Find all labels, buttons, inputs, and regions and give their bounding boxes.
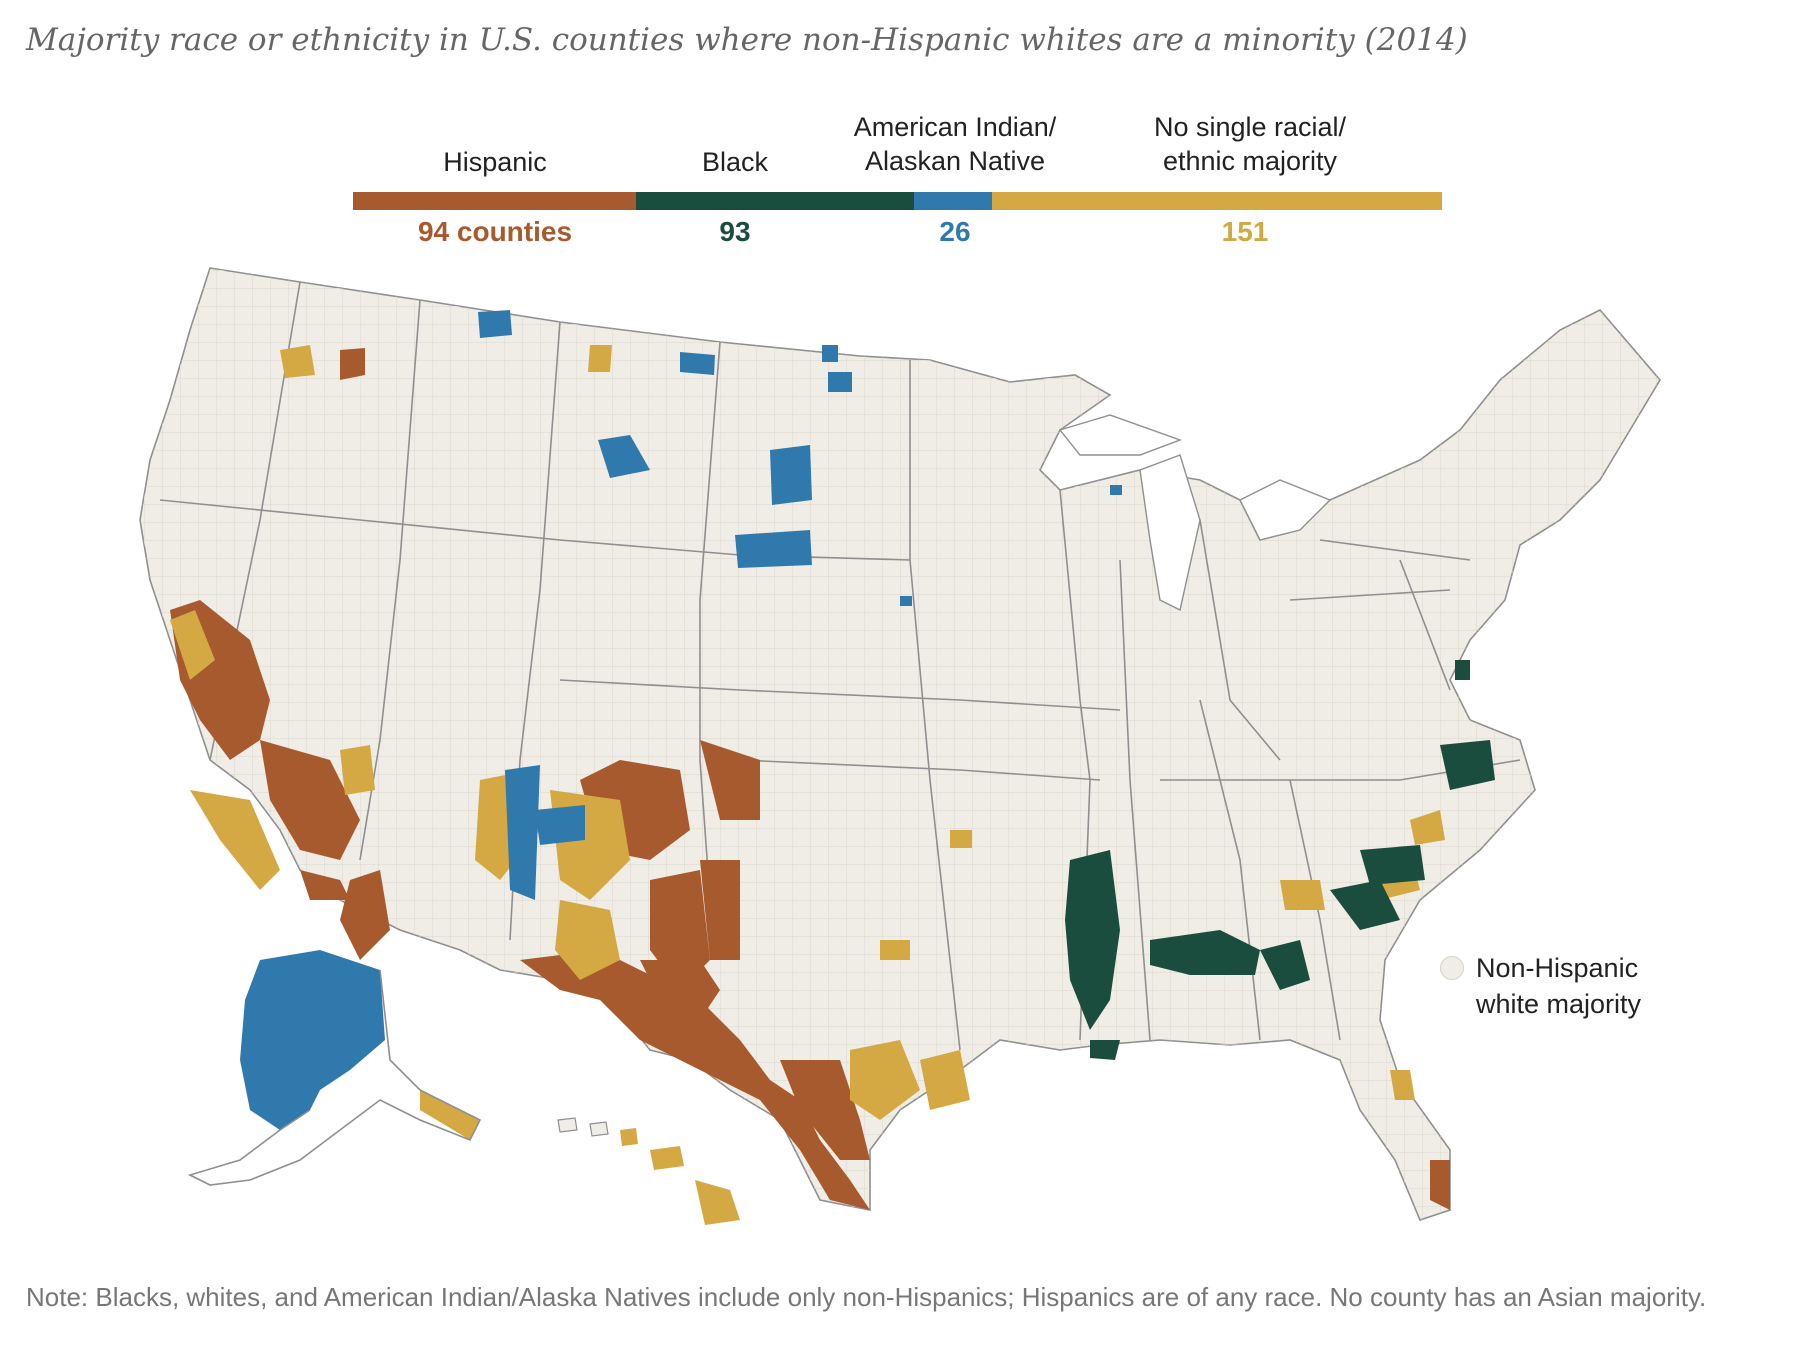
legend-label-black: Black — [670, 145, 800, 179]
legend-bar-none — [992, 192, 1442, 210]
us-county-map — [139, 267, 1661, 1225]
alaska — [187, 969, 482, 1186]
map-title: Majority race or ethnicity in U.S. count… — [26, 22, 1468, 58]
none-fl — [1390, 1070, 1415, 1100]
note: Note: Blacks, whites, and American India… — [26, 1282, 1707, 1312]
hispanic-tx-south — [780, 1060, 870, 1160]
hispanic-az — [340, 870, 390, 960]
aian-sd — [770, 445, 812, 505]
none-hi-2 — [650, 1146, 684, 1170]
black-nc — [1360, 845, 1425, 885]
legend-bar-hispanic — [353, 192, 636, 210]
aian-nm — [535, 805, 585, 845]
none-hi-1 — [620, 1128, 638, 1146]
none-tx-east — [850, 1040, 920, 1120]
hispanic-tx-panhandle — [700, 860, 740, 960]
aian-counties — [240, 310, 1122, 1130]
none-nc — [1410, 810, 1445, 845]
hispanic-imperial-ca — [300, 870, 350, 900]
black-ga — [1260, 940, 1310, 990]
legend-count-aian: 26 — [939, 216, 971, 247]
hispanic-wa — [340, 348, 365, 380]
none-ga — [1280, 880, 1325, 910]
legend-count-none: 151 — [1221, 216, 1269, 247]
none-hi-big — [695, 1180, 740, 1225]
black-sc — [1330, 880, 1400, 930]
aian-ne — [900, 596, 912, 606]
hawaii — [557, 1117, 609, 1137]
legend-label-hispanic-text: Hispanic — [443, 147, 547, 177]
aian-mt-central — [598, 435, 650, 478]
aian-nd-2 — [828, 372, 852, 392]
none-ks — [950, 830, 972, 848]
none-ca-coast — [190, 790, 280, 890]
none-ak-south — [420, 1090, 480, 1140]
hispanic-inland-ca — [260, 740, 360, 860]
nhw-legend-line2: white majority — [1476, 989, 1642, 1019]
nhw-legend-text: Non-Hispanic white majority — [1476, 950, 1641, 1022]
legend-bar-black — [636, 192, 914, 210]
legend-label-aian: American Indian/ Alaskan Native — [820, 110, 1090, 178]
legend-label-none-line1: No single racial/ — [1153, 112, 1347, 142]
legend-count-black: 93 — [719, 216, 751, 247]
aian-alaska — [240, 950, 385, 1130]
legend-label-none: No single racial/ ethnic majority — [1105, 110, 1395, 178]
black-belt-al — [1150, 930, 1260, 975]
black-counties — [1065, 660, 1495, 1060]
black-la — [1090, 1040, 1120, 1060]
legend-label-aian-line1: American Indian/ — [853, 112, 1057, 142]
hispanic-co — [700, 740, 760, 820]
legend-label-black-text: Black — [701, 147, 769, 177]
none-tx-coast — [920, 1050, 970, 1110]
none-wa — [280, 345, 315, 378]
none-ok — [880, 940, 910, 960]
aian-wi — [1110, 485, 1122, 495]
none-mt — [588, 345, 612, 372]
black-va — [1440, 740, 1495, 790]
legend-label-none-line2: ethnic majority — [1162, 146, 1338, 176]
nhw-legend: Non-Hispanic white majority — [1440, 950, 1641, 1022]
hispanic-tx-west — [640, 960, 720, 1020]
aian-mt-north — [478, 310, 512, 338]
aian-az-nm — [505, 765, 540, 900]
legend-label-aian-line2: Alaskan Native — [864, 146, 1046, 176]
none-ca-north — [170, 610, 215, 680]
legend-bar-aian — [914, 192, 992, 210]
hispanic-fl — [1430, 1160, 1450, 1210]
state-borders — [159, 281, 1521, 1051]
aian-sd-south — [735, 530, 812, 568]
aian-mt-east — [680, 352, 715, 375]
aian-nd — [822, 345, 838, 362]
black-delta — [1065, 850, 1120, 1030]
nhw-legend-swatch — [1440, 956, 1464, 980]
legend-count-hispanic: 94 counties — [417, 216, 573, 247]
none-nm — [555, 900, 620, 980]
none-nv — [340, 745, 375, 795]
black-md — [1455, 660, 1470, 680]
nhw-legend-line1: Non-Hispanic — [1476, 953, 1639, 983]
legend-label-hispanic: Hispanic — [410, 145, 580, 179]
